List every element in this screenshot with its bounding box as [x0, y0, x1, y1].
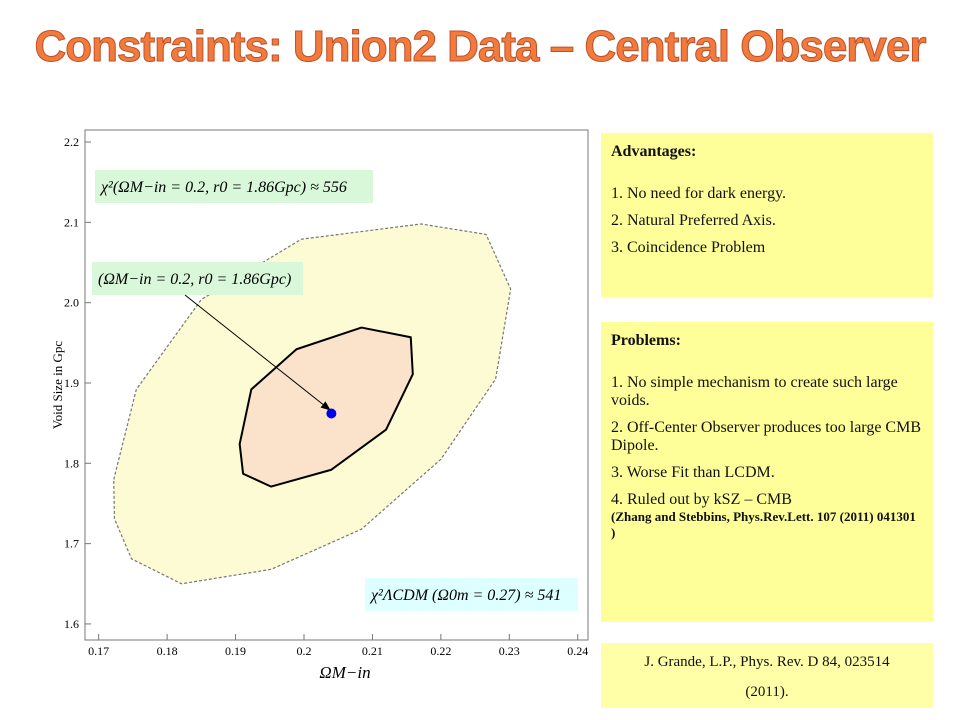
citation: (Zhang and Stebbins, Phys.Rev.Lett. 107 …	[611, 509, 916, 540]
annotation: (ΩM−in = 0.2, r0 = 1.86Gpc)	[98, 271, 291, 288]
y-tick-label: 1.8	[64, 456, 79, 470]
list-item: 1. No simple mechanism to create such la…	[611, 374, 898, 409]
annotation: χ²(ΩM−in = 0.2, r0 = 1.86Gpc) ≈ 556	[99, 179, 347, 196]
list-item: 3. Coincidence Problem	[611, 239, 766, 256]
x-tick-label: 0.17	[88, 644, 109, 658]
annotation-box	[365, 578, 578, 611]
advantages-panel: Advantages: 1. No need for dark energy. …	[601, 133, 933, 297]
slide-title: Constraints: Union2 Data – Central Obser…	[34, 22, 927, 72]
y-tick-label: 2.2	[64, 135, 79, 149]
x-tick-label: 0.18	[157, 644, 178, 658]
annotation: χ²ΛCDM (Ω0m = 0.27) ≈ 541	[369, 587, 561, 604]
panel-heading: Advantages:	[611, 143, 697, 160]
problems-panel: Problems: 1. No simple mechanism to crea…	[601, 322, 933, 622]
y-tick-label: 2.0	[64, 296, 79, 310]
annotation-box	[95, 170, 373, 203]
x-tick-label: 0.24	[567, 644, 588, 658]
x-tick-label: 0.23	[499, 644, 520, 658]
panel-heading: Problems:	[611, 332, 681, 349]
y-tick-label: 1.6	[64, 617, 79, 631]
list-item: 1. No need for dark energy.	[611, 185, 787, 202]
x-tick-label: 0.2	[296, 644, 311, 658]
x-tick-label: 0.19	[225, 644, 246, 658]
reference: J. Grande, L.P., Phys. Rev. D 84, 023514…	[601, 643, 933, 708]
list-item: 2. Natural Preferred Axis.	[611, 212, 776, 229]
y-axis-label: Void Size in Gpc	[50, 341, 65, 429]
list-item: 4. Ruled out by kSZ – CMB	[611, 491, 792, 508]
list-item: 2. Off-Center Observer produces too larg…	[611, 419, 921, 454]
y-tick-label: 1.7	[64, 537, 79, 551]
list-item: 3. Worse Fit than LCDM.	[611, 464, 775, 481]
x-tick-label: 0.21	[362, 644, 383, 658]
chart: 0.17 0.18 0.19 0.2 0.21 0.22 0.23 0.24 1.6 1.7 1.8…	[50, 129, 589, 682]
y-tick-label: 2.1	[64, 215, 79, 229]
plot-frame	[84, 129, 589, 641]
best-fit-point	[326, 408, 337, 419]
y-tick-label: 1.9	[64, 376, 79, 390]
annotation-arrow	[184, 294, 331, 411]
x-axis-label: ΩM−in	[319, 663, 370, 682]
annotation-box	[92, 262, 303, 295]
x-tick-label: 0.22	[430, 644, 451, 658]
